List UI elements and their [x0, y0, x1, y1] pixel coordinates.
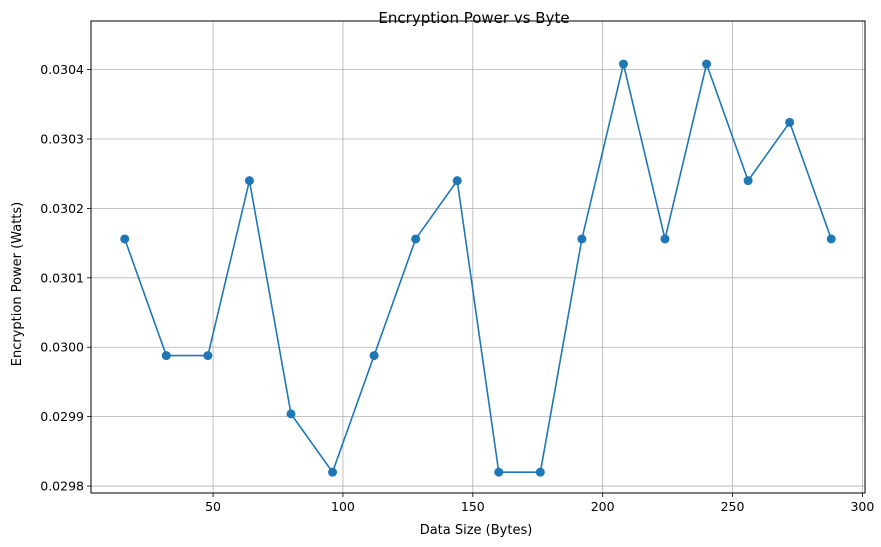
y-tick-label: 0.0301 [40, 270, 84, 285]
data-point [328, 467, 338, 477]
data-point [286, 409, 296, 419]
x-axis-ticks: 50 100 150 200 250 300 [205, 493, 874, 514]
data-point [702, 59, 712, 69]
data-point [577, 234, 587, 244]
y-tick-label: 0.0300 [40, 340, 84, 355]
x-tick-label: 100 [331, 499, 355, 514]
x-axis-label: Data Size (Bytes) [420, 523, 533, 538]
x-tick-label: 150 [461, 499, 485, 514]
grid-lines [91, 21, 865, 493]
data-point [120, 234, 130, 244]
data-point [826, 234, 836, 244]
y-axis-label: Encryption Power (Watts) [10, 202, 25, 366]
y-tick-label: 0.0298 [40, 479, 84, 494]
x-tick-label: 200 [591, 499, 615, 514]
data-point [203, 351, 213, 361]
data-point [494, 467, 504, 477]
y-axis-ticks: 0.0298 0.0299 0.0300 0.0301 0.0302 0.0303 0.03… [40, 62, 91, 494]
data-point [369, 351, 379, 361]
series-line [124, 61, 832, 474]
x-tick-label: 250 [721, 499, 745, 514]
data-point [785, 117, 795, 127]
data-point [411, 234, 421, 244]
y-tick-label: 0.0303 [40, 132, 84, 147]
data-point [452, 176, 462, 186]
data-point [244, 176, 254, 186]
y-tick-label: 0.0299 [40, 409, 84, 424]
x-tick-label: 300 [850, 499, 874, 514]
series-polyline [124, 61, 832, 474]
chart-title: Encryption Power vs Byte [378, 9, 569, 27]
data-point [660, 234, 670, 244]
data-point [743, 176, 753, 186]
plot-frame [90, 20, 866, 494]
data-point [618, 59, 628, 69]
y-tick-label: 0.0302 [40, 201, 84, 216]
data-points [120, 59, 836, 477]
data-point [535, 467, 545, 477]
data-point [161, 351, 171, 361]
x-tick-label: 50 [205, 499, 221, 514]
y-tick-label: 0.0304 [40, 62, 84, 77]
